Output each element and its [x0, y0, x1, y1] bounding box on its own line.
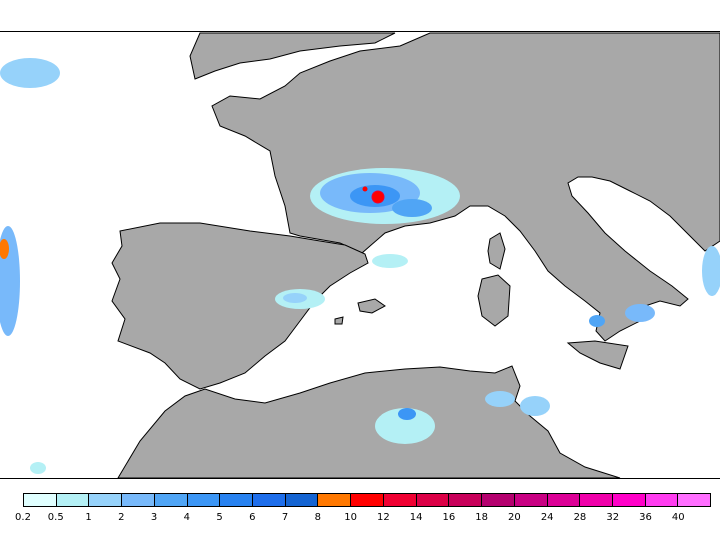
land-mallorca — [357, 298, 386, 314]
colorbar-label: 4 — [183, 512, 190, 523]
colorbar-label: 16 — [442, 512, 456, 523]
colorbar-segment — [449, 494, 483, 506]
colorbar-label: 6 — [249, 512, 256, 523]
colorbar-segment — [547, 494, 581, 506]
colorbar-segment — [580, 494, 613, 506]
land-great-britain — [189, 32, 396, 80]
colorbar-label: 5 — [216, 512, 223, 523]
colorbar-segment — [612, 494, 646, 506]
colorbar-label: 1 — [85, 512, 92, 523]
colorbar-label: 40 — [671, 512, 685, 523]
colorbar-label: 7 — [281, 512, 289, 523]
colorbar-segment — [416, 494, 450, 506]
colorbar-segment — [285, 494, 319, 506]
colorbar-segment — [24, 494, 57, 506]
colorbar-label: 2 — [118, 512, 125, 523]
precip-area — [392, 199, 432, 217]
colorbar-label: 8 — [314, 512, 322, 523]
precipitation-map — [0, 31, 720, 479]
land-corsica — [487, 232, 506, 270]
precip-area — [702, 246, 720, 296]
colorbar-segment — [154, 494, 188, 506]
colorbar-label: 32 — [606, 512, 620, 523]
precip-area — [520, 396, 550, 416]
colorbar-segment — [678, 494, 711, 506]
colorbar-segment — [383, 494, 417, 506]
precip-area — [0, 58, 60, 88]
colorbar-segment — [187, 494, 221, 506]
colorbar-segment — [482, 494, 515, 506]
colorbar-segment — [89, 494, 123, 506]
precip-area — [372, 254, 408, 268]
precip-peak — [371, 190, 385, 204]
precipitation-areas — [0, 58, 720, 474]
land-ibiza — [334, 316, 344, 325]
colorbar-label: 14 — [409, 512, 423, 523]
precip-area — [589, 315, 605, 327]
precip-area — [625, 304, 655, 322]
colorbar-segment — [253, 494, 286, 506]
precip-area — [283, 293, 307, 303]
precip-peak — [362, 186, 368, 192]
colorbar-segment — [122, 494, 155, 506]
precip-area — [0, 239, 9, 259]
land-sicily — [566, 340, 629, 370]
precip-area — [485, 391, 515, 407]
colorbar-label: 18 — [475, 512, 489, 523]
colorbar-label: 0.5 — [47, 512, 64, 523]
colorbar-label: 0.2 — [15, 512, 31, 523]
colorbar-label: 12 — [377, 512, 390, 523]
colorbar-segment — [645, 494, 679, 506]
colorbar-segment — [351, 494, 384, 506]
colorbar-segment — [56, 494, 90, 506]
colorbar-segment — [220, 494, 254, 506]
colorbar-label: 3 — [150, 512, 158, 523]
colorbar-label: 24 — [540, 512, 554, 523]
precip-area — [398, 408, 416, 420]
precipitation-colorbar — [23, 493, 711, 507]
precip-area — [30, 462, 46, 474]
colorbar-label: 36 — [639, 512, 652, 523]
colorbar-segment — [318, 494, 352, 506]
colorbar-label: 28 — [573, 512, 587, 523]
colorbar-label: 20 — [508, 512, 521, 523]
land-iberia — [111, 222, 369, 390]
colorbar-labels: 0.2 0.5 1 2 3 4 5 6 7 8 10 12 14 16 18 20 24 28 32 36 40 — [0, 512, 720, 526]
colorbar-label: 10 — [344, 512, 357, 523]
land-sardinia — [477, 274, 511, 327]
precip-area — [375, 408, 435, 444]
colorbar-segment — [514, 494, 548, 506]
